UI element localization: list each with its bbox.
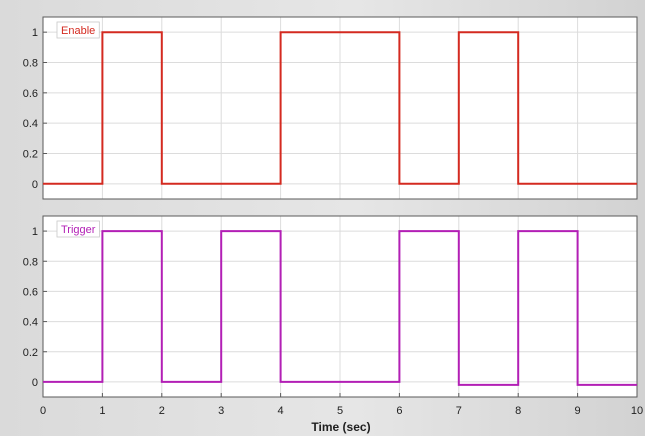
trigger-signal-line [43, 230, 637, 386]
enable-y-tick-label: 0.4 [23, 118, 38, 130]
trigger-x-tick-label: 4 [278, 405, 284, 417]
trigger-y-tick-label: 0 [32, 377, 38, 389]
trigger-x-tick-label: 9 [575, 405, 581, 417]
enable-plot-frame [42, 16, 638, 200]
enable-legend: Enable [56, 21, 100, 39]
trigger-x-tick-label: 6 [396, 405, 402, 417]
x-axis-label: Time (sec) [311, 420, 370, 434]
trigger-legend-label: Trigger [61, 224, 96, 236]
trigger-x-tick-label: 3 [218, 405, 224, 417]
trigger-y-tick-label: 0.8 [23, 256, 38, 268]
enable-legend-label: Enable [61, 25, 95, 37]
trigger-legend-box [56, 220, 100, 238]
trigger-y-tick-label: 1 [32, 226, 38, 238]
enable-signal-line [43, 31, 637, 185]
enable-y-tick-label: 1 [32, 27, 38, 39]
enable-plot: 0 0.2 0.4 0.6 0.8 1 Enable [23, 16, 638, 200]
trigger-y-tick-label: 0.6 [23, 286, 38, 298]
enable-y-tick-label: 0.6 [23, 88, 38, 100]
trigger-y-tick-label: 0.2 [23, 347, 38, 359]
enable-legend-box [56, 21, 100, 39]
trigger-x-tick-label: 1 [99, 405, 105, 417]
trigger-y-tick-label: 0.4 [23, 317, 38, 329]
trigger-x-tick-label: 5 [337, 405, 343, 417]
trigger-x-tick-label: 2 [159, 405, 165, 417]
enable-y-tick-label: 0.2 [23, 149, 38, 161]
trigger-x-tick-label: 7 [456, 405, 462, 417]
enable-y-tick-label: 0 [32, 179, 38, 191]
trigger-x-tick-label: 0 [40, 405, 46, 417]
enable-y-tick-label: 0.8 [23, 58, 38, 70]
trigger-legend: Trigger [56, 220, 100, 238]
trigger-x-tick-label: 10 [631, 405, 643, 417]
trigger-x-tick-label: 8 [515, 405, 521, 417]
